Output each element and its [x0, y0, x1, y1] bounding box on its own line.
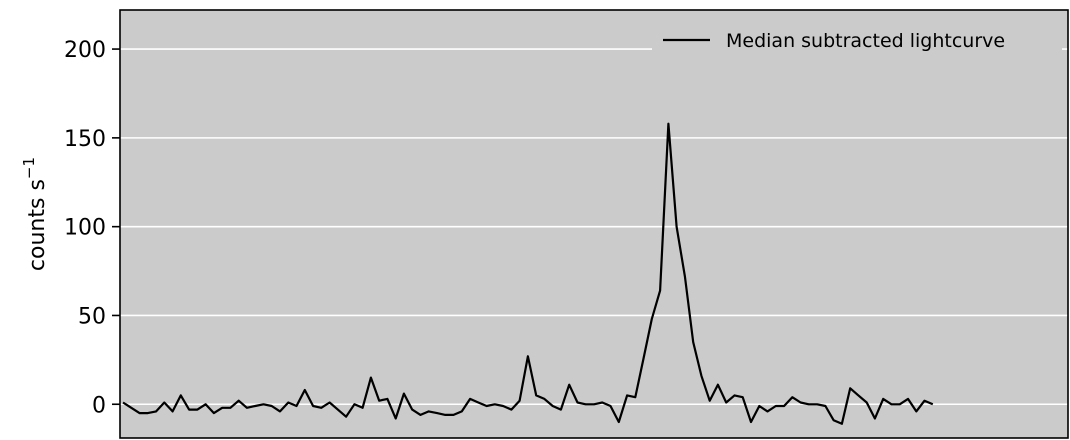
- series-line-median-subtracted: [122, 122, 934, 425]
- y-tick-label-150: 150: [64, 127, 106, 152]
- y-axis-label-exponent: −1: [20, 157, 38, 179]
- y-axis-ticks: 0 50 100 150 200: [64, 38, 120, 418]
- y-gridlines: [120, 48, 1068, 406]
- y-tick-label-50: 50: [78, 304, 106, 329]
- legend-label: Median subtracted lightcurve: [726, 30, 1005, 52]
- plot-frame: [119, 9, 1069, 439]
- legend-box: [652, 22, 1062, 56]
- y-axis-label: counts s−1: [20, 157, 50, 271]
- y-tick-label-200: 200: [64, 38, 106, 63]
- y-tick-label-100: 100: [64, 216, 106, 241]
- y-tick-label-0: 0: [92, 393, 106, 418]
- y-axis-label-text: counts s: [25, 179, 50, 271]
- legend: Median subtracted lightcurve: [652, 22, 1062, 56]
- plot-area: [120, 10, 1068, 438]
